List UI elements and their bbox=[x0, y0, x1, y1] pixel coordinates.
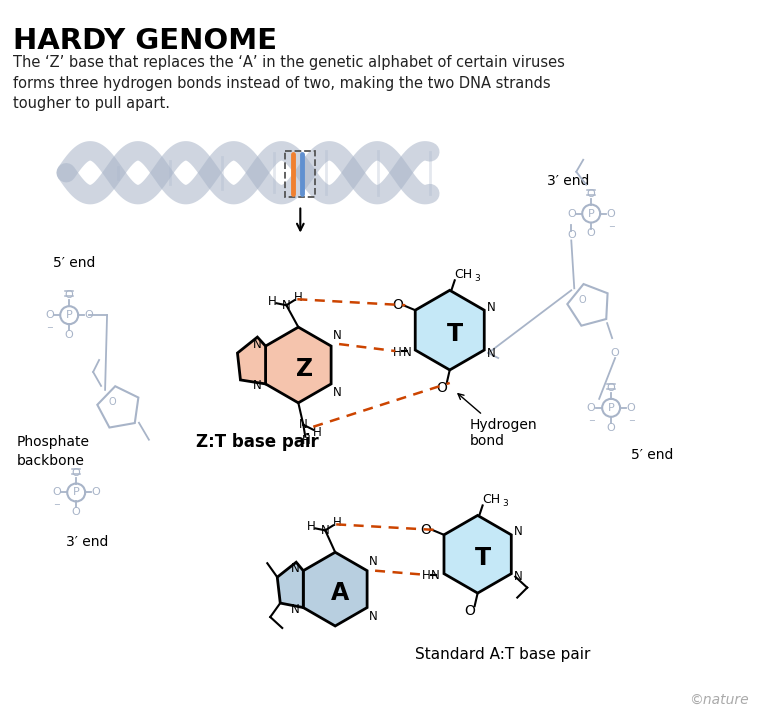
Text: ©nature: ©nature bbox=[689, 693, 749, 706]
Text: CH: CH bbox=[455, 268, 472, 281]
Text: _: _ bbox=[47, 318, 51, 328]
Text: _: _ bbox=[589, 411, 594, 421]
Text: N: N bbox=[299, 419, 308, 431]
Text: O: O bbox=[72, 508, 81, 518]
Text: P: P bbox=[73, 487, 80, 497]
Text: N: N bbox=[487, 346, 496, 359]
Text: Phosphate
backbone: Phosphate backbone bbox=[16, 435, 90, 468]
Text: N: N bbox=[321, 524, 330, 537]
Text: O: O bbox=[627, 403, 635, 413]
Text: N: N bbox=[253, 380, 262, 393]
Text: N: N bbox=[369, 609, 378, 623]
Text: N: N bbox=[291, 603, 299, 616]
Text: Standard A:T base pair: Standard A:T base pair bbox=[415, 647, 591, 662]
Text: H: H bbox=[294, 291, 303, 304]
Text: N: N bbox=[253, 338, 262, 351]
Text: H: H bbox=[333, 516, 341, 529]
Text: _: _ bbox=[629, 411, 634, 421]
Text: H: H bbox=[307, 520, 316, 533]
Polygon shape bbox=[415, 290, 484, 370]
Text: The ‘Z’ base that replaces the ‘A’ in the genetic alphabet of certain viruses
fo: The ‘Z’ base that replaces the ‘A’ in th… bbox=[14, 55, 565, 111]
Text: O: O bbox=[464, 604, 475, 618]
Text: O: O bbox=[65, 330, 74, 340]
Text: O: O bbox=[567, 231, 576, 241]
Text: O: O bbox=[607, 383, 615, 393]
Bar bbox=[285, 151, 315, 197]
Text: 3: 3 bbox=[502, 499, 509, 508]
Text: H: H bbox=[393, 346, 402, 359]
Text: H: H bbox=[268, 295, 277, 308]
Text: O: O bbox=[607, 423, 615, 433]
Text: P: P bbox=[66, 310, 73, 320]
Text: O: O bbox=[578, 295, 586, 304]
Text: O: O bbox=[92, 487, 100, 497]
Text: N: N bbox=[369, 555, 378, 568]
Text: O: O bbox=[607, 208, 615, 218]
Text: N: N bbox=[487, 301, 496, 314]
Text: O: O bbox=[85, 310, 94, 320]
Text: HARDY GENOME: HARDY GENOME bbox=[14, 27, 278, 55]
Text: O: O bbox=[587, 189, 595, 199]
Text: N: N bbox=[514, 526, 523, 539]
Text: N: N bbox=[291, 562, 299, 576]
Text: H: H bbox=[422, 569, 430, 582]
Text: _: _ bbox=[54, 495, 59, 505]
Text: T: T bbox=[446, 322, 463, 346]
Text: N: N bbox=[403, 346, 411, 359]
Text: O: O bbox=[109, 397, 117, 407]
Text: O: O bbox=[587, 228, 595, 239]
Polygon shape bbox=[444, 515, 512, 593]
Text: A: A bbox=[331, 581, 349, 605]
Text: N: N bbox=[282, 299, 291, 312]
Text: H: H bbox=[302, 435, 311, 448]
Polygon shape bbox=[277, 562, 303, 607]
Text: 5′ end: 5′ end bbox=[631, 448, 673, 462]
Text: O: O bbox=[436, 381, 447, 395]
Polygon shape bbox=[238, 337, 265, 384]
Text: O: O bbox=[72, 468, 81, 478]
Text: O: O bbox=[52, 487, 61, 497]
Text: O: O bbox=[392, 298, 403, 312]
Text: O: O bbox=[587, 403, 595, 413]
Text: N: N bbox=[431, 569, 440, 582]
Text: T: T bbox=[475, 547, 491, 570]
Text: Hydrogen
bond: Hydrogen bond bbox=[458, 394, 538, 448]
Text: Z: Z bbox=[296, 357, 313, 381]
Text: O: O bbox=[65, 290, 74, 300]
Text: H: H bbox=[313, 427, 321, 440]
Text: 3: 3 bbox=[475, 274, 480, 283]
Text: N: N bbox=[333, 386, 342, 399]
Text: O: O bbox=[611, 348, 620, 358]
Text: N: N bbox=[333, 329, 342, 342]
Polygon shape bbox=[265, 327, 331, 403]
Text: O: O bbox=[567, 208, 576, 218]
Text: O: O bbox=[420, 523, 432, 537]
Text: N: N bbox=[514, 570, 523, 583]
Text: P: P bbox=[588, 208, 594, 218]
Text: O: O bbox=[45, 310, 54, 320]
Text: P: P bbox=[607, 403, 614, 413]
Text: Z:T base pair: Z:T base pair bbox=[196, 433, 318, 450]
Text: 5′ end: 5′ end bbox=[53, 257, 96, 270]
Text: 3′ end: 3′ end bbox=[548, 174, 590, 188]
Text: CH: CH bbox=[482, 493, 501, 506]
Text: 3′ end: 3′ end bbox=[66, 535, 109, 549]
Text: _: _ bbox=[609, 217, 614, 226]
Polygon shape bbox=[303, 552, 367, 626]
